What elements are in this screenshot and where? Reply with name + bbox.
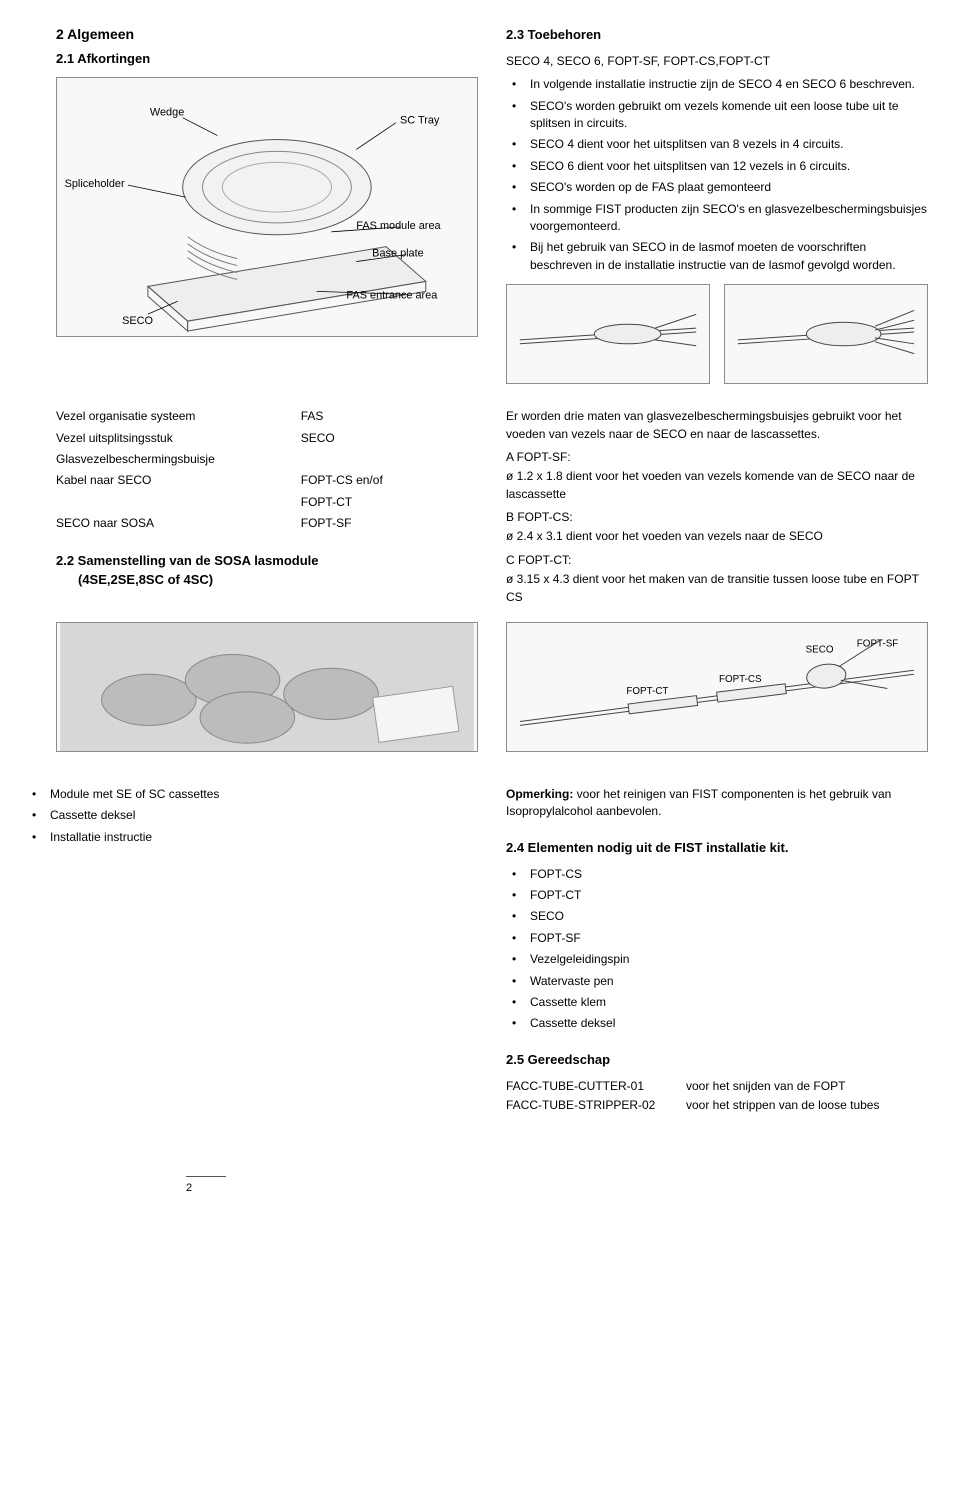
label-fopt-cs: FOPT-CS (719, 674, 762, 685)
label-fas-module-area: FAS module area (356, 220, 441, 232)
tool-row: FACC-TUBE-CUTTER-01 voor het snijden van… (506, 1078, 928, 1095)
label-spliceholder: Spliceholder (65, 178, 125, 190)
s24-item: Watervaste pen (506, 973, 928, 990)
tool-desc: voor het strippen van de loose tubes (686, 1097, 879, 1114)
label-wedge: Wedge (150, 107, 184, 119)
abbr-val: FOPT-SF (301, 513, 478, 534)
label-base-plate: Base plate (372, 248, 424, 260)
abbr-term (56, 492, 301, 513)
label-fopt-sf: FOPT-SF (857, 639, 899, 650)
s24-item: Cassette deksel (506, 1015, 928, 1032)
label-seco-2: SECO (806, 645, 834, 656)
s22-item: Module met SE of SC cassettes (32, 786, 478, 803)
b-text: ø 2.4 x 3.1 dient voor het voeden van ve… (506, 528, 928, 545)
figure-fopt-tubes: FOPT-CT FOPT-CS SECO FOPT-SF (506, 622, 928, 752)
section-title: 2 Algemeen (56, 24, 478, 44)
heading-2-3: 2.3 Toebehoren (506, 26, 928, 45)
s22-items: Module met SE of SC cassettes Cassette d… (32, 786, 478, 846)
s24-item: SECO (506, 908, 928, 925)
tool-name: FACC-TUBE-CUTTER-01 (506, 1078, 686, 1095)
figure-seco6 (724, 284, 928, 384)
heading-2-2-text: 2.2 Samenstelling van de SOSA lasmodule (56, 553, 319, 568)
tool-desc: voor het snijden van de FOPT (686, 1078, 845, 1095)
c-label: C FOPT-CT: (506, 552, 928, 569)
c-text: ø 3.15 x 4.3 dient voor het maken van de… (506, 571, 928, 606)
heading-2-2: 2.2 Samenstelling van de SOSA lasmodule … (56, 552, 478, 590)
figure-module-photo (56, 622, 478, 752)
page-number: 2 (186, 1176, 226, 1197)
s24-item: Vezelgeleidingspin (506, 951, 928, 968)
heading-2-1: 2.1 Afkortingen (56, 50, 478, 69)
label-sc-tray: SC Tray (400, 115, 440, 127)
s24-items: FOPT-CS FOPT-CT SECO FOPT-SF Vezelgeleid… (506, 866, 928, 1033)
s23-bullets: In volgende installatie instructie zijn … (506, 76, 928, 274)
heading-2-2-sub: (4SE,2SE,8SC of 4SC) (78, 572, 213, 587)
abbr-term: SECO naar SOSA (56, 513, 301, 534)
tool-row: FACC-TUBE-STRIPPER-02 voor het strippen … (506, 1097, 928, 1114)
heading-2-4: 2.4 Elementen nodig uit de FIST installa… (506, 839, 928, 858)
abbr-term: Glasvezelbeschermingsbuisje (56, 449, 301, 470)
abbr-term: Vezel organisatie systeem (56, 406, 301, 427)
abbr-term: Kabel naar SECO (56, 470, 301, 491)
s24-item: FOPT-SF (506, 930, 928, 947)
figure-fas-assembly: Wedge SC Tray Spliceholder FAS module ar… (56, 77, 478, 337)
s23-bullet: Bij het gebruik van SECO in de lasmof mo… (506, 239, 928, 274)
s23-bullet: SECO's worden gebruikt om vezels komende… (506, 98, 928, 133)
s23-bullet: SECO 6 dient voor het uitsplitsen van 12… (506, 158, 928, 175)
abbrev-table: Vezel organisatie systeemFAS Vezel uitsp… (56, 406, 478, 534)
tool-name: FACC-TUBE-STRIPPER-02 (506, 1097, 686, 1114)
s23-line1: SECO 4, SECO 6, FOPT-SF, FOPT-CS,FOPT-CT (506, 53, 928, 70)
s22-item: Cassette deksel (32, 807, 478, 824)
s23-bullet: In sommige FIST producten zijn SECO's en… (506, 201, 928, 236)
a-label: A FOPT-SF: (506, 449, 928, 466)
s24-item: FOPT-CT (506, 887, 928, 904)
a-text: ø 1.2 x 1.8 dient voor het voeden van ve… (506, 468, 928, 503)
label-fopt-ct: FOPT-CT (626, 686, 668, 697)
label-fas-entrance-area: FAS entrance area (346, 289, 438, 301)
figure-seco4 (506, 284, 710, 384)
abbr-val: FOPT-CT (301, 492, 478, 513)
label-seco: SECO (122, 315, 153, 327)
abbr-term: Vezel uitsplitsingsstuk (56, 428, 301, 449)
abbr-val (301, 449, 478, 470)
s23-bullet: SECO 4 dient voor het uitsplitsen van 8 … (506, 136, 928, 153)
tube-intro: Er worden drie maten van glasvezelbesche… (506, 408, 928, 443)
s23-bullet: SECO's worden op de FAS plaat gemonteerd (506, 179, 928, 196)
note: Opmerking: voor het reinigen van FIST co… (506, 786, 928, 821)
abbr-val: FAS (301, 406, 478, 427)
s24-item: FOPT-CS (506, 866, 928, 883)
note-label: Opmerking: (506, 787, 573, 801)
s23-bullet: In volgende installatie instructie zijn … (506, 76, 928, 93)
heading-2-5: 2.5 Gereedschap (506, 1051, 928, 1070)
abbr-val: SECO (301, 428, 478, 449)
abbr-val: FOPT-CS en/of (301, 470, 478, 491)
s24-item: Cassette klem (506, 994, 928, 1011)
s22-item: Installatie instructie (32, 829, 478, 846)
b-label: B FOPT-CS: (506, 509, 928, 526)
